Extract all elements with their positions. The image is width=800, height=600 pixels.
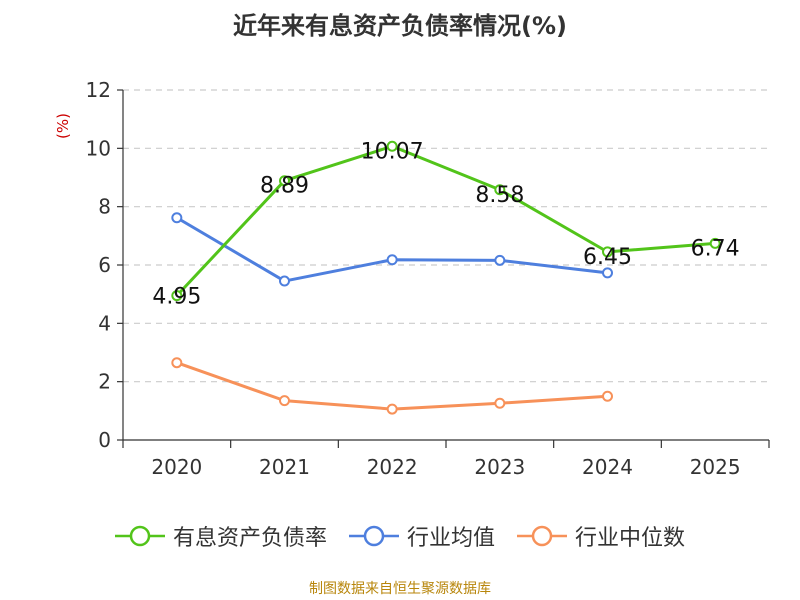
data-point [709, 237, 721, 249]
legend: 有息资产负债率 行业均值 行业中位数 [0, 520, 800, 552]
data-label: 10.07 [361, 139, 424, 164]
data-point [386, 403, 398, 415]
x-tick-label: 2024 [582, 455, 633, 479]
data-point [279, 275, 290, 287]
y-tick-label: 4 [98, 311, 111, 335]
series-line [175, 144, 716, 297]
legend-item-industry-median[interactable]: 行业中位数 [517, 520, 685, 552]
data-point [602, 390, 613, 402]
data-label: 6.45 [583, 245, 632, 270]
data-label: 6.74 [691, 236, 740, 261]
chart-title: 近年来有息资产负债率情况(%) [233, 12, 567, 40]
data-point [494, 254, 506, 266]
line-chart: 0 2 4 6 8 10 12 2020 2021 2022 2023 2024 2025 (%) 4.95… [54, 78, 770, 479]
legend-marker-icon [114, 525, 165, 547]
data-point [279, 395, 290, 407]
x-tick-label: 2023 [474, 455, 525, 479]
y-axis-label: (%) [54, 113, 72, 139]
data-point [171, 212, 183, 224]
y-tick-label: 8 [98, 195, 111, 219]
legend-marker-icon [348, 525, 399, 547]
series-line [176, 361, 608, 411]
y-tick-label: 0 [98, 428, 111, 452]
data-point [494, 184, 506, 196]
data-point [171, 290, 183, 302]
legend-label: 行业中位数 [575, 526, 686, 551]
x-tick-label: 2020 [151, 455, 202, 479]
y-tick-label: 10 [86, 136, 111, 160]
legend-item-industry-mean[interactable]: 行业均值 [348, 520, 495, 552]
data-point [386, 140, 398, 152]
data-label: 8.89 [260, 174, 309, 199]
data-point [171, 357, 183, 369]
source-note: 制图数据来自恒生聚源数据库 [309, 581, 491, 597]
legend-label: 有息资产负债率 [172, 526, 327, 551]
legend-item-interest-bearing-debt-ratio[interactable]: 有息资产负债率 [114, 520, 327, 552]
data-label: 4.95 [152, 285, 201, 310]
data-point [386, 254, 398, 266]
data-point [602, 246, 613, 258]
y-tick-label: 12 [86, 78, 111, 102]
data-point [494, 397, 506, 409]
y-tick-label: 2 [98, 370, 111, 394]
x-tick-label: 2025 [690, 455, 741, 479]
data-point [279, 175, 290, 187]
x-tick-label: 2022 [367, 455, 418, 479]
data-label: 8.58 [475, 183, 524, 208]
data-point [602, 267, 613, 279]
x-tick-label: 2021 [259, 455, 310, 479]
y-tick-label: 6 [98, 253, 111, 277]
legend-label: 行业均值 [406, 526, 495, 551]
legend-marker-icon [517, 525, 567, 547]
